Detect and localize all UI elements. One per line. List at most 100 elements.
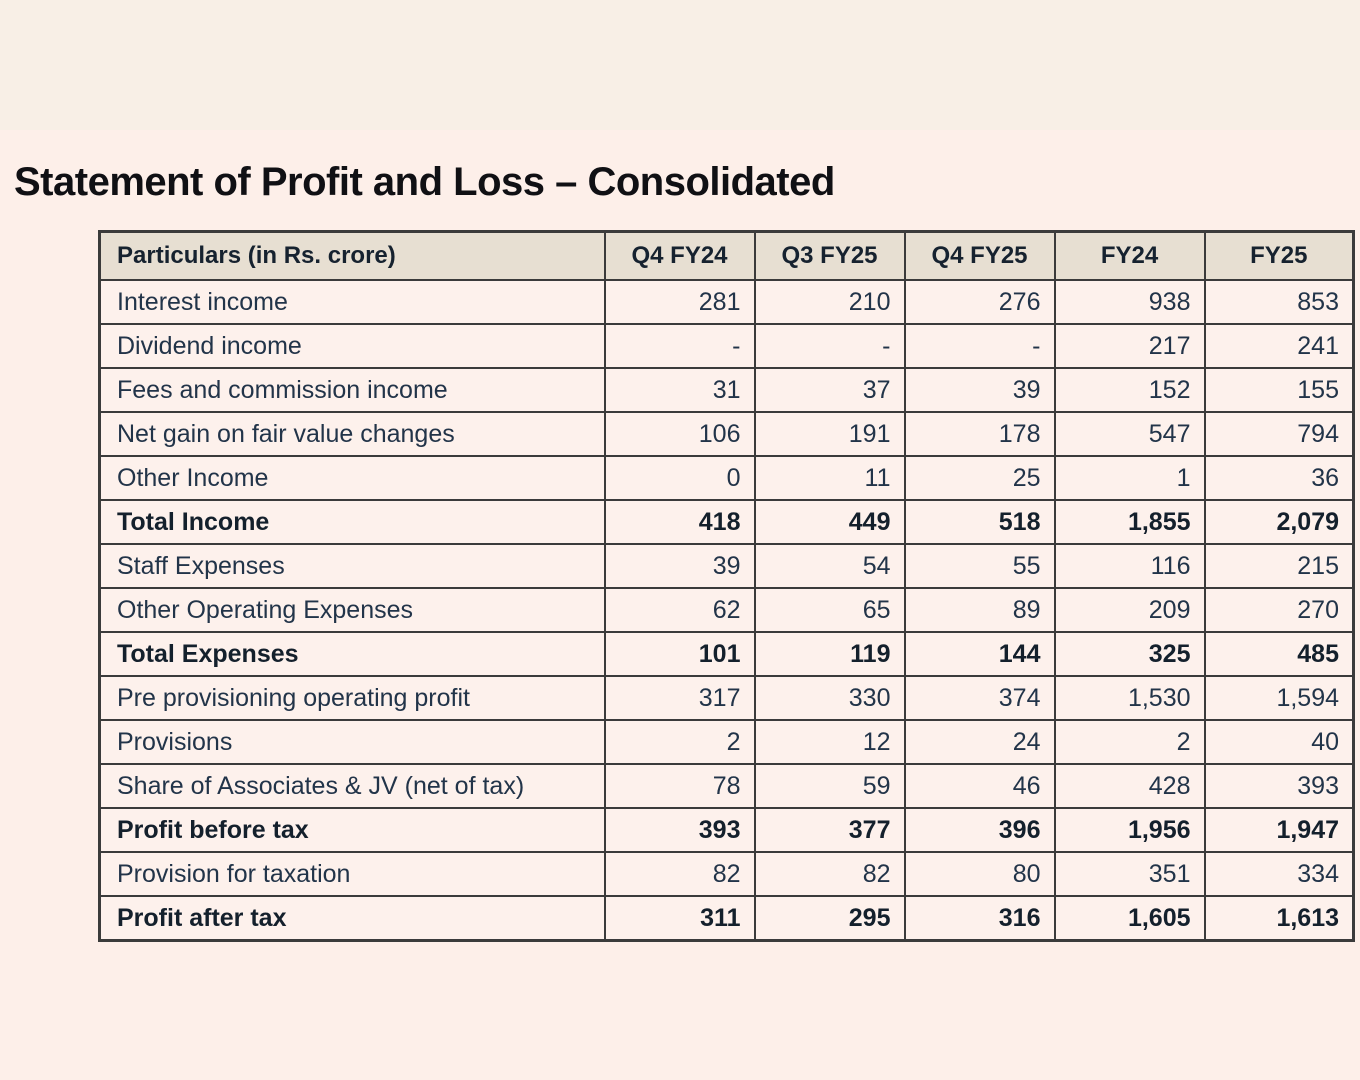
cell-value: 794 <box>1203 411 1355 457</box>
cell-value: 428 <box>1053 763 1206 809</box>
cell-value: - <box>603 323 756 369</box>
cell-value: 209 <box>1053 587 1206 633</box>
cell-value: 938 <box>1053 279 1206 325</box>
profit-loss-table: Particulars (in Rs. crore) Q4 FY24 Q3 FY… <box>98 230 1355 942</box>
cell-value: 1,613 <box>1203 895 1355 942</box>
column-header-fy25: FY25 <box>1203 230 1355 281</box>
cell-value: 178 <box>903 411 1056 457</box>
cell-value: 12 <box>753 719 906 765</box>
table-row: Dividend income - - -217 241 <box>98 323 1355 369</box>
cell-value: 155 <box>1203 367 1355 413</box>
table-row: Net gain on fair value changes 106 191 178 5… <box>98 411 1355 457</box>
cell-value: 325 <box>1053 631 1206 677</box>
row-label: Total Expenses <box>98 631 606 677</box>
cell-value: 82 <box>603 851 756 897</box>
cell-value: 295 <box>753 895 906 942</box>
cell-value: 65 <box>753 587 906 633</box>
cell-value: 11 <box>753 455 906 501</box>
cell-value: 36 <box>1203 455 1355 501</box>
cell-value: 241 <box>1203 323 1355 369</box>
row-label: Net gain on fair value changes <box>98 411 606 457</box>
row-label: Other Operating Expenses <box>98 587 606 633</box>
cell-value: 449 <box>753 499 906 545</box>
cell-value: 2,079 <box>1203 499 1355 545</box>
cell-value: 25 <box>903 455 1056 501</box>
cell-value: 393 <box>1203 763 1355 809</box>
cell-value: 217 <box>1053 323 1206 369</box>
cell-value: 396 <box>903 807 1056 853</box>
cell-value: 89 <box>903 587 1056 633</box>
cell-value: 40 <box>1203 719 1355 765</box>
table-row: Fees and commission income 31 37 39 152 155 <box>98 367 1355 413</box>
row-label: Provision for taxation <box>98 851 606 897</box>
cell-value: 106 <box>603 411 756 457</box>
table-row: Total Income 418 449 518 1,855 2,079 <box>98 499 1355 545</box>
cell-value: 39 <box>603 543 756 589</box>
row-label: Provisions <box>98 719 606 765</box>
column-header-fy24: FY24 <box>1053 230 1206 281</box>
cell-value: 119 <box>753 631 906 677</box>
table-row: Provision for taxation 82 82 80 351 334 <box>98 851 1355 897</box>
cell-value: 547 <box>1053 411 1206 457</box>
cell-value: 31 <box>603 367 756 413</box>
cell-value: 215 <box>1203 543 1355 589</box>
row-label: Fees and commission income <box>98 367 606 413</box>
cell-value: 351 <box>1053 851 1206 897</box>
cell-value: 1,594 <box>1203 675 1355 721</box>
table-row: Pre provisioning operating profit 317 330 3… <box>98 675 1355 721</box>
top-band <box>0 0 1360 130</box>
page-title: Statement of Profit and Loss – Consolida… <box>14 160 835 204</box>
column-header-q3-fy25: Q3 FY25 <box>753 230 906 281</box>
row-label: Staff Expenses <box>98 543 606 589</box>
cell-value: 853 <box>1203 279 1355 325</box>
row-label: Profit before tax <box>98 807 606 853</box>
table-row: Profit before tax 393 377 396 1,956 1,947 <box>98 807 1355 853</box>
row-label: Profit after tax <box>98 895 606 942</box>
cell-value: 518 <box>903 499 1056 545</box>
cell-value: 1,605 <box>1053 895 1206 942</box>
row-label: Dividend income <box>98 323 606 369</box>
cell-value: 54 <box>753 543 906 589</box>
cell-value: 144 <box>903 631 1056 677</box>
cell-value: 55 <box>903 543 1056 589</box>
column-header-particulars: Particulars (in Rs. crore) <box>98 230 606 281</box>
row-label: Total Income <box>98 499 606 545</box>
cell-value: 80 <box>903 851 1056 897</box>
cell-value: 2 <box>1053 719 1206 765</box>
cell-value: 46 <box>903 763 1056 809</box>
cell-value: 418 <box>603 499 756 545</box>
column-header-q4-fy25: Q4 FY25 <box>903 230 1056 281</box>
row-label: Share of Associates & JV (net of tax) <box>98 763 606 809</box>
table-body: Interest income 281 210 276 938 853 Dividend i… <box>98 279 1355 942</box>
cell-value: 1,947 <box>1203 807 1355 853</box>
row-label: Pre provisioning operating profit <box>98 675 606 721</box>
table-header-row: Particulars (in Rs. crore) Q4 FY24 Q3 FY… <box>98 230 1355 281</box>
cell-value: 0 <box>603 455 756 501</box>
table-row: Other Operating Expenses 62 65 89 209 270 <box>98 587 1355 633</box>
cell-value: 281 <box>603 279 756 325</box>
cell-value: 317 <box>603 675 756 721</box>
cell-value: 37 <box>753 367 906 413</box>
cell-value: 377 <box>753 807 906 853</box>
cell-value: 62 <box>603 587 756 633</box>
cell-value: 78 <box>603 763 756 809</box>
cell-value: 311 <box>603 895 756 942</box>
cell-value: - <box>753 323 906 369</box>
cell-value: 59 <box>753 763 906 809</box>
cell-value: 374 <box>903 675 1056 721</box>
row-label: Interest income <box>98 279 606 325</box>
cell-value: 82 <box>753 851 906 897</box>
cell-value: 393 <box>603 807 756 853</box>
row-label: Other Income <box>98 455 606 501</box>
cell-value: 191 <box>753 411 906 457</box>
cell-value: 101 <box>603 631 756 677</box>
cell-value: 270 <box>1203 587 1355 633</box>
cell-value: 152 <box>1053 367 1206 413</box>
cell-value: 276 <box>903 279 1056 325</box>
cell-value: 210 <box>753 279 906 325</box>
table-row: Share of Associates & JV (net of tax) 78 5… <box>98 763 1355 809</box>
cell-value: 1,855 <box>1053 499 1206 545</box>
table-row: Other Income 0 11 25 1 36 <box>98 455 1355 501</box>
cell-value: 39 <box>903 367 1056 413</box>
cell-value: 24 <box>903 719 1056 765</box>
